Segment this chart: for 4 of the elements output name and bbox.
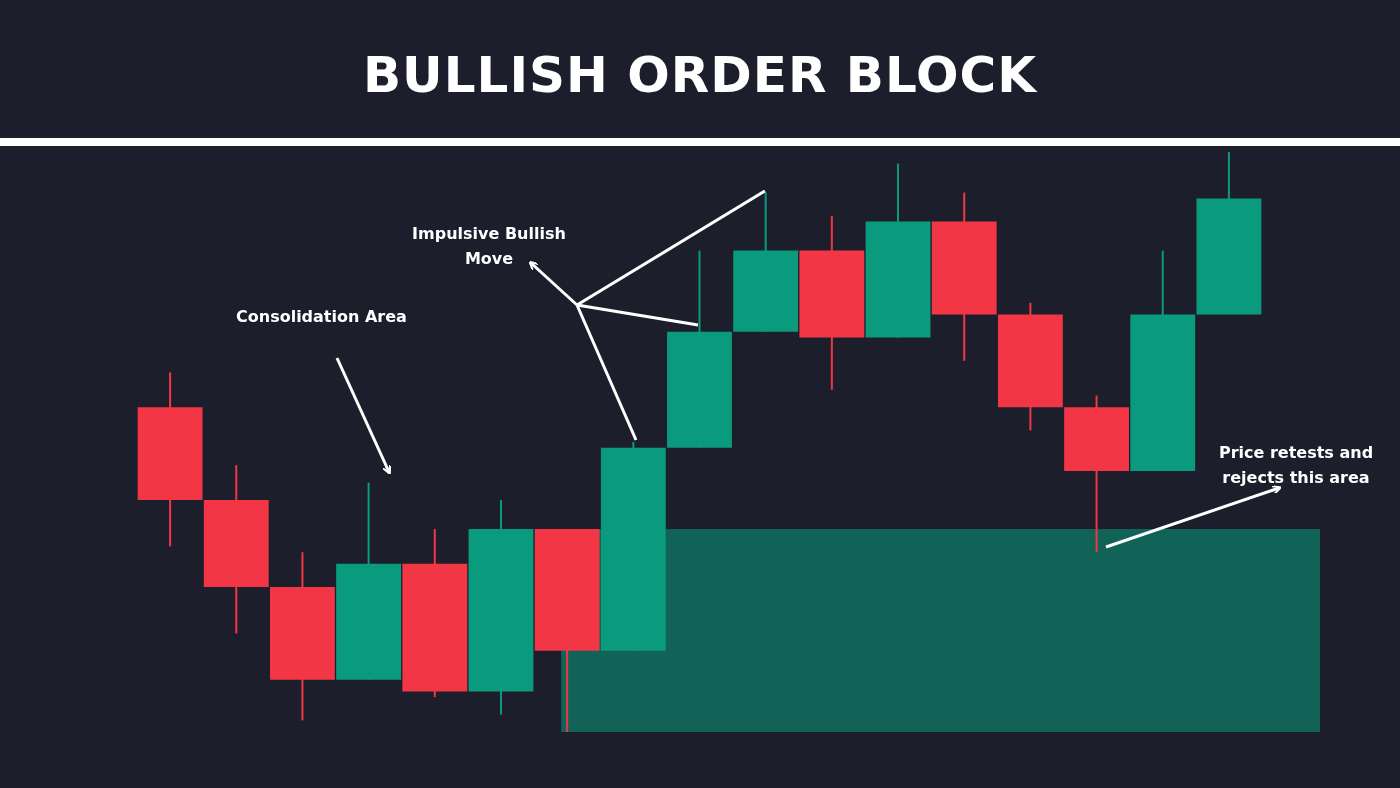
chart-title: BULLISH ORDER BLOCK [362,46,1038,104]
annotation: Consolidation Area [236,306,408,328]
annotation: Impulsive Bullish Move [411,223,567,270]
annotation: Price retests and rejects this area [1217,442,1375,489]
